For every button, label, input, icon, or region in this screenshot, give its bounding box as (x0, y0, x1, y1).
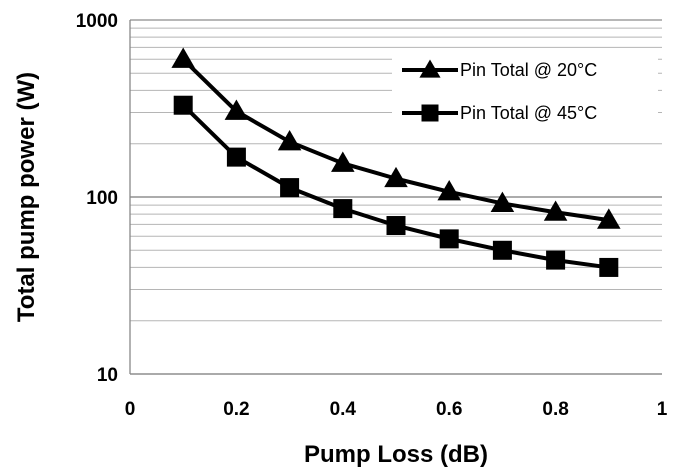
legend-marker (419, 59, 441, 78)
x-axis-title: Pump Loss (dB) (304, 441, 488, 468)
data-point-series-2 (599, 257, 619, 277)
x-tick-label: 1 (657, 399, 668, 420)
x-tick-label: 0.4 (330, 399, 357, 420)
legend-marker (421, 104, 439, 122)
data-point-series-2 (333, 199, 353, 219)
data-point-series-1 (597, 208, 621, 229)
data-point-series-1 (490, 191, 515, 212)
data-point-series-2 (280, 178, 300, 198)
y-tick-labels: 10 100 1000 (76, 11, 118, 386)
series-group (171, 47, 621, 277)
data-point-series-1 (437, 180, 461, 201)
axes (129, 20, 662, 375)
y-tick-label: 10 (97, 365, 118, 386)
legend: Pin Total @ 20°C Pin Total @ 45°C (392, 48, 658, 134)
x-tick-labels: 0 0.2 0.4 0.6 0.8 1 (125, 399, 668, 420)
data-point-series-1 (543, 200, 568, 221)
data-point-series-1 (331, 151, 355, 172)
x-tick-label: 0.8 (542, 399, 568, 420)
data-point-series-2 (173, 95, 193, 115)
data-point-series-2 (439, 229, 459, 249)
x-tick-label: 0.2 (223, 399, 249, 420)
y-axis-title: Total pump power (W) (13, 72, 40, 322)
x-tick-label: 0.6 (436, 399, 462, 420)
data-point-series-2 (546, 250, 566, 270)
data-point-series-1 (384, 166, 408, 188)
data-point-series-2 (226, 147, 246, 167)
y-tick-label: 1000 (76, 11, 118, 32)
data-point-series-2 (492, 240, 512, 260)
data-point-series-1 (224, 99, 249, 120)
data-point-series-1 (277, 130, 302, 151)
legend-label: Pin Total @ 45°C (460, 103, 597, 123)
y-tick-label: 100 (86, 188, 118, 209)
legend-label: Pin Total @ 20°C (460, 60, 597, 80)
x-tick-label: 0 (125, 399, 136, 420)
data-point-series-1 (171, 47, 195, 68)
data-point-series-2 (386, 216, 406, 236)
